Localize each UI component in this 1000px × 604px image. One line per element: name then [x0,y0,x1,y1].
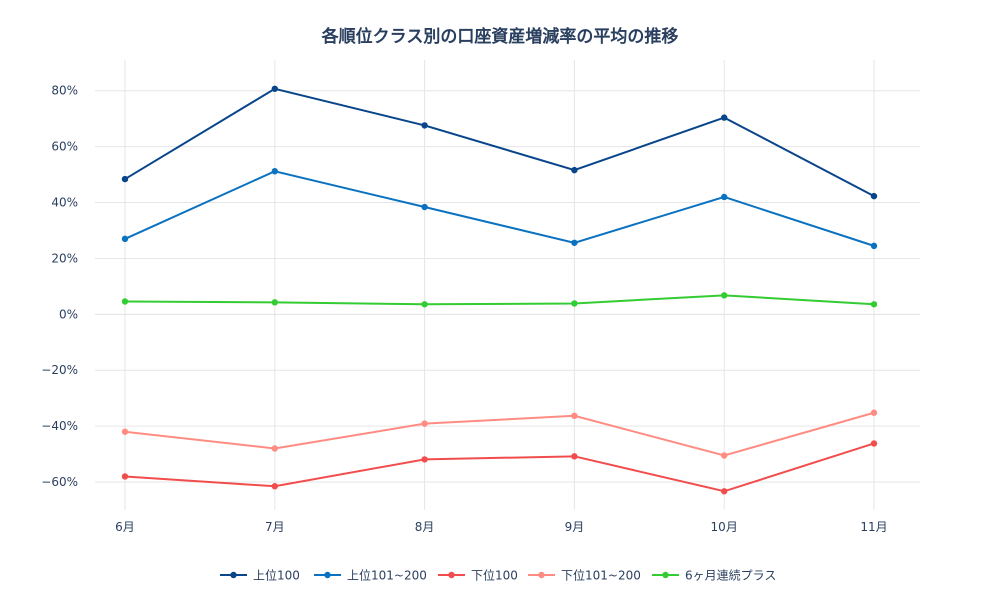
data-point [121,298,129,305]
data-point [870,192,878,200]
data-point [271,299,278,306]
data-point [421,203,428,211]
data-point [121,235,129,243]
series-4 [121,292,878,308]
x-tick-label: 9月 [565,520,585,534]
y-tick-label: 80% [51,84,78,98]
data-point [721,292,728,299]
legend-item[interactable]: 上位100 [220,568,300,583]
legend-label: 上位101~200 [347,568,427,583]
legend-item[interactable]: 下位100 [438,568,518,583]
data-point [421,456,428,463]
data-point [571,412,578,420]
y-tick-label: 40% [51,196,78,210]
y-tick-label: −40% [41,419,78,433]
series-line [124,294,875,306]
data-point [121,175,129,183]
data-point [271,445,278,452]
data-point [571,300,578,307]
x-tick-label: 10月 [711,520,738,534]
data-point [721,114,728,121]
y-tick-label: 0% [59,307,78,321]
legend-marker-icon [324,571,331,579]
legend-item[interactable]: 上位101~200 [314,568,427,583]
legend-item[interactable]: 6ヶ月連続プラス [652,569,776,583]
y-tick-label: 60% [51,140,78,154]
series-3 [121,409,878,459]
legend-label: 下位100 [471,568,518,583]
x-tick-label: 7月 [265,520,285,534]
legend-label: 下位101~200 [561,568,641,583]
legend-marker-icon [230,571,237,579]
data-point [421,420,428,427]
legend-item[interactable]: 下位101~200 [528,568,641,583]
data-point [721,452,728,459]
x-tick-label: 11月 [860,520,887,534]
y-tick-label: −20% [41,363,78,377]
series-line [124,411,875,457]
data-point [271,168,278,175]
x-tick-label: 8月 [415,520,435,534]
data-point [121,428,129,435]
data-point [271,483,278,490]
series-2 [121,440,878,495]
data-point [421,301,428,308]
y-tick-label: 20% [51,251,78,265]
data-point [571,166,578,174]
data-point [121,473,129,480]
data-point [870,301,878,308]
legend-label: 6ヶ月連続プラス [685,569,776,583]
data-point [721,193,728,201]
data-point [721,488,728,495]
legend-marker-icon [448,571,455,579]
data-point [870,409,878,416]
legend-marker-icon [538,571,545,579]
y-tick-label: −60% [41,475,78,489]
data-point [571,453,578,460]
series-line [124,442,875,493]
data-point [870,242,878,250]
legend-marker-icon [662,571,669,579]
series-line [124,170,875,247]
series-line [124,87,875,198]
data-point [571,239,578,246]
series-1 [121,168,878,250]
x-tick-label: 6月 [115,520,135,534]
legend-label: 上位100 [253,568,300,583]
data-point [870,440,878,447]
series-0 [121,85,878,200]
chart-title: 各順位クラス別の口座資産増減率の平均の推移 [321,26,679,47]
data-point [271,85,278,92]
data-point [421,122,428,129]
